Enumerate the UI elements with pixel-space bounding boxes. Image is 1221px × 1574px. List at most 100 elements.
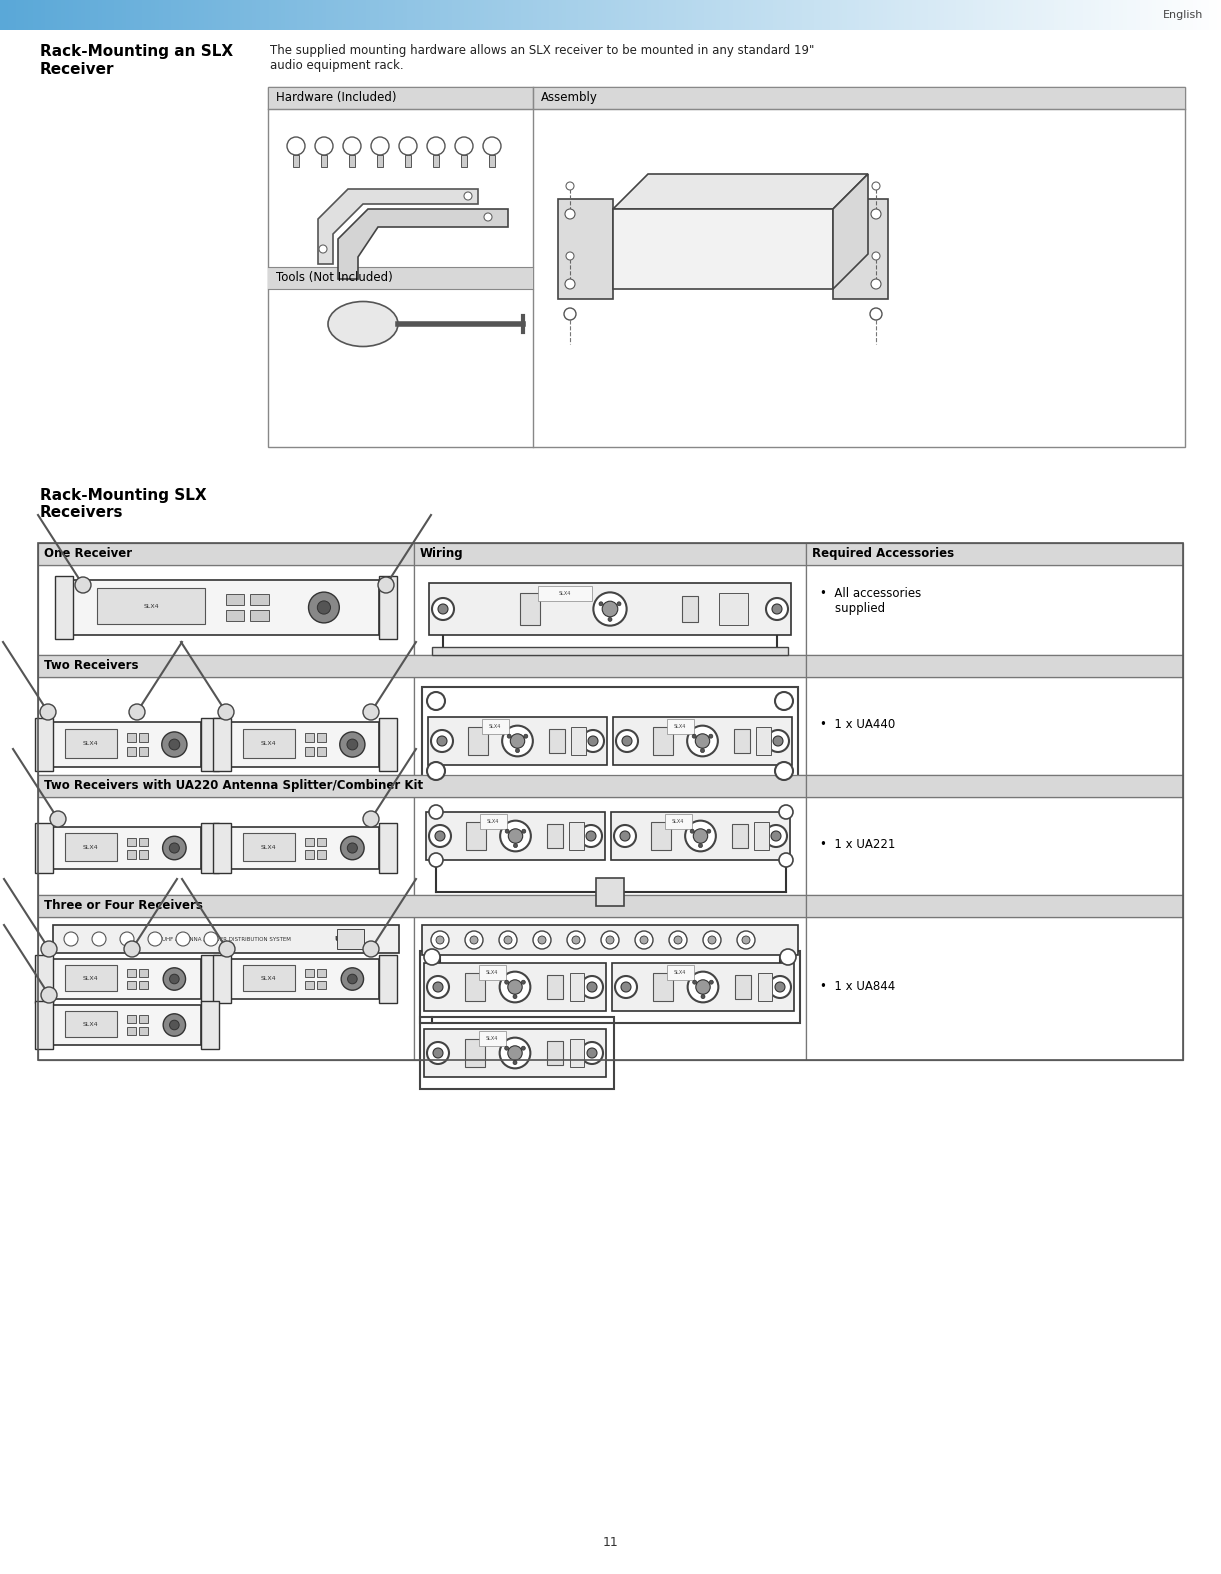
Bar bbox=[70, 0, 74, 30]
Circle shape bbox=[775, 693, 792, 710]
Bar bbox=[305, 746, 314, 756]
Bar bbox=[497, 0, 502, 30]
Text: SLX4: SLX4 bbox=[83, 845, 99, 850]
Bar bbox=[521, 0, 526, 30]
Bar bbox=[272, 0, 277, 30]
Bar bbox=[45, 0, 50, 30]
Bar bbox=[465, 973, 485, 1001]
Bar bbox=[907, 0, 912, 30]
Bar bbox=[602, 0, 607, 30]
Circle shape bbox=[669, 930, 687, 949]
Bar bbox=[1001, 0, 1006, 30]
Bar bbox=[155, 0, 160, 30]
Circle shape bbox=[431, 730, 453, 752]
Circle shape bbox=[465, 930, 484, 949]
Bar bbox=[904, 0, 908, 30]
Circle shape bbox=[455, 137, 473, 154]
Bar bbox=[883, 0, 888, 30]
Circle shape bbox=[701, 995, 705, 998]
Bar bbox=[956, 0, 961, 30]
Bar bbox=[965, 0, 969, 30]
Bar bbox=[1059, 0, 1063, 30]
Bar bbox=[414, 565, 806, 655]
Circle shape bbox=[470, 937, 477, 944]
Bar bbox=[55, 576, 73, 639]
Circle shape bbox=[640, 937, 648, 944]
Bar bbox=[993, 0, 998, 30]
Bar bbox=[98, 0, 103, 30]
Bar bbox=[480, 0, 485, 30]
Bar bbox=[399, 0, 404, 30]
Text: SLX4: SLX4 bbox=[488, 724, 502, 729]
Bar bbox=[382, 0, 387, 30]
Bar bbox=[420, 1017, 614, 1089]
Circle shape bbox=[339, 732, 365, 757]
Circle shape bbox=[685, 820, 716, 852]
Circle shape bbox=[775, 982, 785, 992]
Bar bbox=[250, 611, 269, 622]
Bar bbox=[1136, 0, 1140, 30]
Bar bbox=[480, 814, 507, 829]
Bar bbox=[201, 823, 219, 874]
Bar bbox=[65, 729, 117, 759]
Bar bbox=[731, 825, 748, 848]
Bar bbox=[127, 1015, 136, 1023]
Circle shape bbox=[510, 733, 525, 748]
Bar bbox=[159, 0, 164, 30]
Bar bbox=[1034, 0, 1039, 30]
Bar bbox=[455, 0, 460, 30]
Circle shape bbox=[383, 603, 393, 612]
Bar bbox=[354, 0, 359, 30]
Bar bbox=[719, 593, 747, 625]
Bar bbox=[265, 0, 270, 30]
Circle shape bbox=[687, 726, 718, 757]
Bar bbox=[436, 0, 441, 30]
Bar bbox=[1087, 0, 1092, 30]
Bar bbox=[370, 0, 375, 30]
Circle shape bbox=[429, 825, 451, 847]
Bar bbox=[414, 796, 806, 896]
Bar bbox=[937, 0, 941, 30]
Circle shape bbox=[161, 732, 187, 757]
Bar bbox=[769, 0, 774, 30]
Bar bbox=[122, 0, 127, 30]
Bar bbox=[1083, 0, 1088, 30]
Bar bbox=[863, 0, 868, 30]
Text: SLX4: SLX4 bbox=[674, 970, 686, 976]
Bar bbox=[199, 0, 204, 30]
Circle shape bbox=[521, 829, 526, 833]
Bar bbox=[468, 0, 473, 30]
Bar bbox=[38, 655, 806, 677]
Bar bbox=[85, 0, 90, 30]
Bar bbox=[260, 0, 265, 30]
Bar bbox=[127, 970, 136, 977]
Bar bbox=[501, 0, 505, 30]
Bar bbox=[228, 0, 233, 30]
Circle shape bbox=[217, 740, 227, 749]
Bar bbox=[267, 87, 534, 109]
Circle shape bbox=[779, 853, 792, 867]
Bar bbox=[316, 981, 326, 988]
Bar bbox=[232, 0, 237, 30]
Circle shape bbox=[708, 937, 716, 944]
Bar bbox=[696, 0, 701, 30]
Bar bbox=[675, 0, 680, 30]
Bar bbox=[414, 677, 806, 774]
Bar bbox=[127, 981, 136, 988]
Bar bbox=[38, 774, 806, 796]
Bar bbox=[757, 0, 762, 30]
Bar bbox=[244, 0, 249, 30]
Bar bbox=[407, 0, 411, 30]
Circle shape bbox=[621, 737, 632, 746]
Circle shape bbox=[772, 604, 781, 614]
Circle shape bbox=[383, 740, 393, 749]
Bar bbox=[349, 154, 355, 167]
Bar bbox=[916, 0, 921, 30]
Circle shape bbox=[779, 804, 792, 818]
Text: Assembly: Assembly bbox=[541, 91, 598, 104]
Bar bbox=[138, 0, 143, 30]
Bar bbox=[595, 0, 600, 30]
Bar bbox=[1151, 0, 1156, 30]
Bar bbox=[623, 0, 628, 30]
Bar bbox=[944, 0, 949, 30]
